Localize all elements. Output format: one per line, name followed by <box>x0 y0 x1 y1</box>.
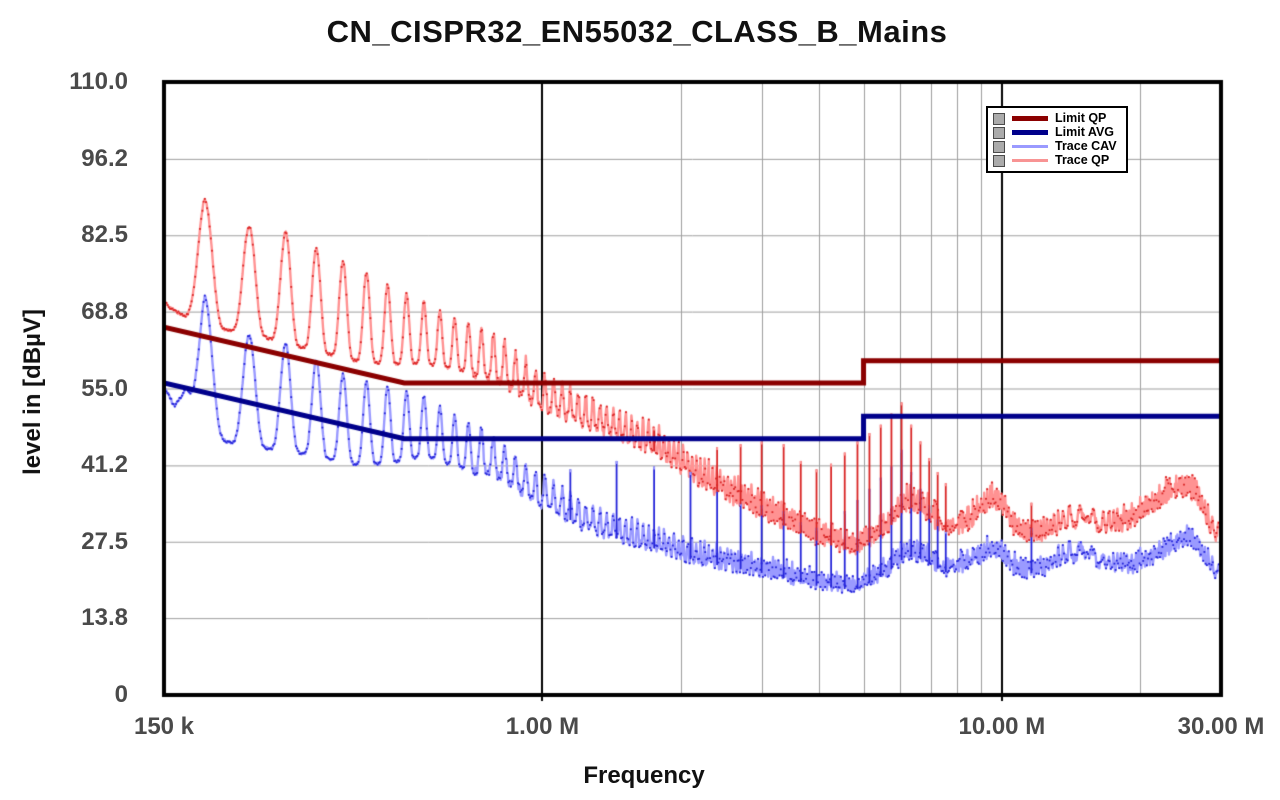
legend-line-sample <box>1012 145 1048 148</box>
y-tick-label: 110.0 <box>69 68 128 95</box>
legend-item-trace-qp[interactable]: Trace QP <box>993 154 1121 167</box>
legend-item-label: Limit AVG <box>1055 125 1115 139</box>
legend-item-label: Limit QP <box>1055 111 1107 125</box>
legend-item-limit-avg[interactable]: Limit AVG <box>993 126 1121 139</box>
legend-item-label: Trace QP <box>1055 153 1110 167</box>
y-tick-label: 55.0 <box>81 374 128 402</box>
legend-checkbox-icon[interactable] <box>993 154 1005 167</box>
legend-checkbox-icon[interactable] <box>993 112 1005 125</box>
x-tick-label: 1.00 M <box>505 713 580 740</box>
y-tick-label: 0 <box>114 681 128 708</box>
legend-item-limit-qp[interactable]: Limit QP <box>993 112 1121 125</box>
legend-line-sample <box>1012 116 1048 121</box>
y-tick-label: 41.2 <box>81 451 128 479</box>
x-axis-title: Frequency <box>583 762 705 789</box>
y-tick-label: 13.8 <box>81 604 128 632</box>
legend-item-trace-cav[interactable]: Trace CAV <box>993 140 1121 153</box>
y-tick-label: 82.5 <box>81 221 128 249</box>
x-tick-label: 150 k <box>133 713 195 740</box>
legend-checkbox-icon[interactable] <box>993 126 1005 139</box>
y-tick-label: 96.2 <box>81 144 128 172</box>
x-tick-label: 30.00 M <box>1177 713 1265 740</box>
legend-box: Limit QP Limit AVG Trace CAV Trace QP <box>986 106 1128 173</box>
legend-item-label: Trace CAV <box>1055 139 1117 153</box>
legend-checkbox-icon[interactable] <box>993 140 1005 153</box>
y-tick-label: 68.8 <box>81 297 128 325</box>
legend-line-sample <box>1012 130 1048 135</box>
legend-line-sample <box>1012 159 1048 162</box>
x-tick-label: 10.00 M <box>958 713 1046 740</box>
y-tick-label: 27.5 <box>81 527 128 555</box>
chart-title: CN_CISPR32_EN55032_CLASS_B_Mains <box>326 14 948 49</box>
